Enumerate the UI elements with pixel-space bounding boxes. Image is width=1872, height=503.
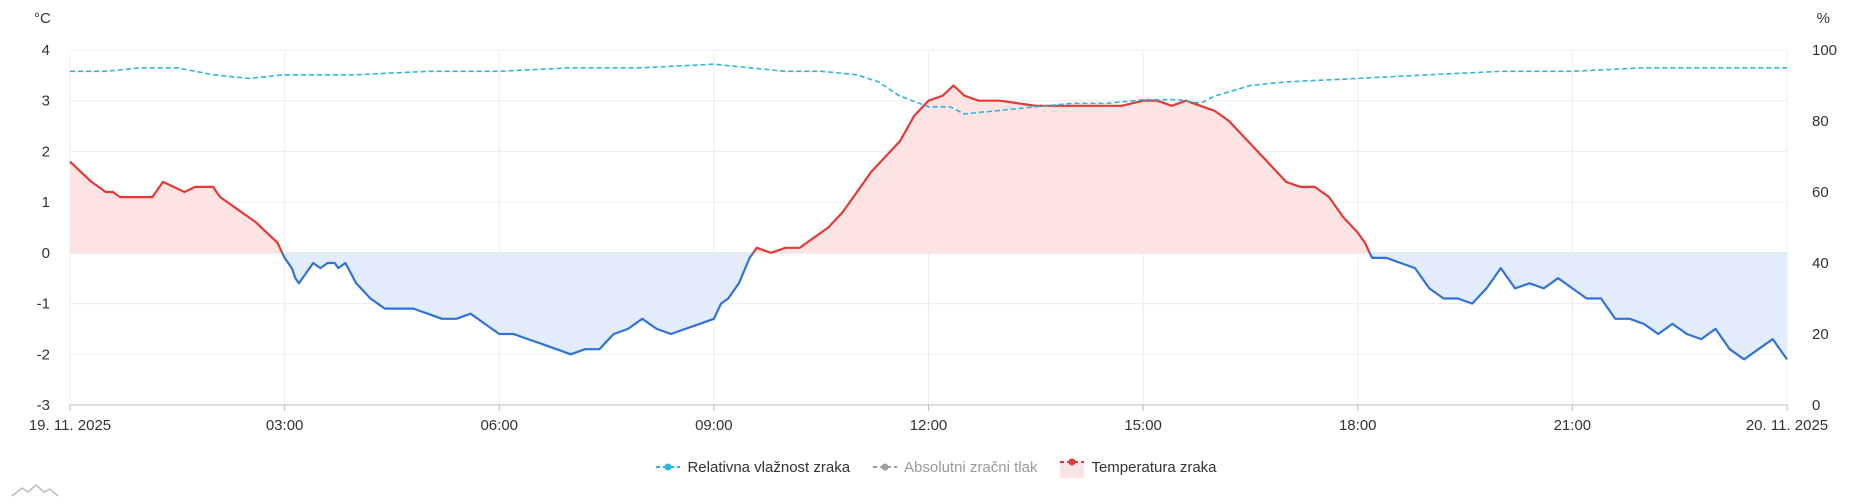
y-left-tick-label: 0 xyxy=(42,245,50,262)
y-left-tick-label: -1 xyxy=(37,296,50,313)
y-right-tick-label: 40 xyxy=(1812,255,1829,272)
x-tick-label: 15:00 xyxy=(1124,417,1162,434)
y-right-tick-label: 20 xyxy=(1812,326,1829,343)
y-right-tick-label: 0 xyxy=(1812,397,1820,414)
legend: Relativna vlažnost zraka Absolutni zračn… xyxy=(0,453,1872,481)
temperature-area-negative xyxy=(1369,252,1787,360)
temperature-line-positive xyxy=(752,84,1371,254)
y-right-tick-label: 60 xyxy=(1812,184,1829,201)
legend-item-pressure[interactable]: Absolutni zračni tlak xyxy=(872,456,1037,478)
y-left-tick-label: -3 xyxy=(37,397,50,414)
y-left-tick-label: 4 xyxy=(42,42,50,59)
x-tick-label: 21:00 xyxy=(1554,417,1592,434)
mountain-logo-icon xyxy=(11,484,59,497)
temperature-area-positive xyxy=(70,161,283,253)
y-left-tick-label: 1 xyxy=(42,194,50,211)
dashed-dot-line-icon xyxy=(872,456,898,478)
area-line-icon xyxy=(1059,456,1085,478)
y-left-tick-label: 3 xyxy=(42,93,50,110)
y-left-tick-label: 2 xyxy=(42,143,50,160)
y-right-tick-label: 80 xyxy=(1812,113,1829,130)
y-left-unit: °C xyxy=(34,10,51,27)
dashed-dot-line-icon xyxy=(655,456,681,478)
x-tick-label: 03:00 xyxy=(266,417,304,434)
series-lines xyxy=(69,63,1788,361)
y-left-tick-label: -2 xyxy=(37,346,50,363)
legend-label-pressure: Absolutni zračni tlak xyxy=(904,458,1038,476)
legend-item-temperature[interactable]: Temperatura zraka xyxy=(1059,456,1217,478)
y-right-unit: % xyxy=(1817,10,1830,27)
legend-item-humidity[interactable]: Relativna vlažnost zraka xyxy=(655,456,850,478)
x-tick-label: 18:00 xyxy=(1339,417,1377,434)
x-tick-label: 20. 11. 2025 xyxy=(1746,417,1828,434)
legend-label-humidity: Relativna vlažnost zraka xyxy=(687,458,851,476)
temperature-area-positive xyxy=(753,85,1370,253)
temperature-area-negative xyxy=(282,252,754,355)
y-right-tick-label: 100 xyxy=(1812,42,1837,59)
legend-label-temperature: Temperatura zraka xyxy=(1091,458,1217,476)
temperature-line-negative xyxy=(1368,252,1788,361)
temperature-line-positive xyxy=(69,160,284,254)
x-tick-label: 09:00 xyxy=(695,417,733,434)
humidity-line xyxy=(70,63,1787,115)
x-tick-label: 06:00 xyxy=(480,417,518,434)
temperature-area xyxy=(70,85,1787,360)
x-tick-label: 12:00 xyxy=(910,417,948,434)
x-tick-label: 19. 11. 2025 xyxy=(29,417,111,434)
temperature-line-negative xyxy=(281,252,755,356)
